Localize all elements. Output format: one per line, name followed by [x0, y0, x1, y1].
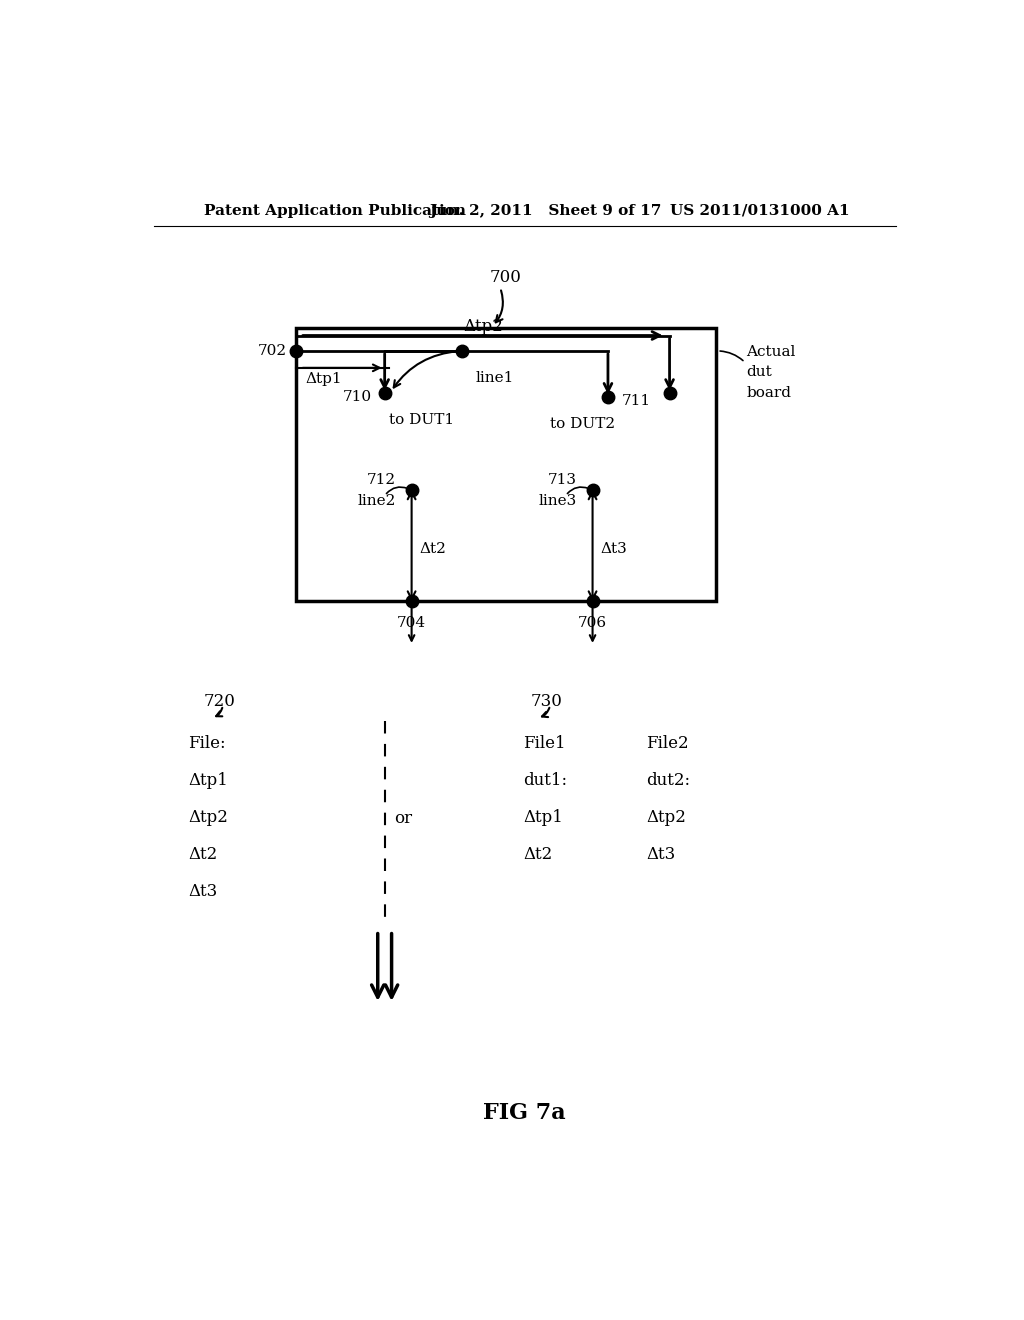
Text: line2: line2: [357, 494, 396, 508]
Text: Δtp2: Δtp2: [463, 318, 503, 335]
Text: line3: line3: [539, 494, 578, 508]
Text: dut1:: dut1:: [523, 772, 567, 789]
Text: File2: File2: [646, 735, 689, 752]
Text: 704: 704: [397, 615, 426, 630]
Text: Patent Application Publication: Patent Application Publication: [204, 203, 466, 218]
Text: Δt3: Δt3: [188, 883, 217, 900]
Text: Δt3: Δt3: [646, 846, 676, 863]
Text: 713: 713: [548, 474, 578, 487]
Text: 700: 700: [489, 269, 521, 286]
Bar: [296, 327, 716, 601]
Text: Actual
dut
board: Actual dut board: [746, 345, 796, 400]
Text: line1: line1: [475, 371, 514, 385]
Text: Δtp1: Δtp1: [523, 809, 563, 826]
Text: Δt3: Δt3: [600, 543, 627, 556]
Text: Δtp1: Δtp1: [305, 372, 342, 385]
Text: 720: 720: [203, 693, 236, 710]
Text: Δt2: Δt2: [523, 846, 553, 863]
Text: Δtp2: Δtp2: [188, 809, 228, 826]
Text: Jun. 2, 2011   Sheet 9 of 17: Jun. 2, 2011 Sheet 9 of 17: [429, 203, 662, 218]
Text: 730: 730: [530, 693, 562, 710]
Text: 706: 706: [578, 615, 607, 630]
Text: Δt2: Δt2: [188, 846, 217, 863]
Text: dut2:: dut2:: [646, 772, 690, 789]
Text: Δt2: Δt2: [419, 543, 446, 556]
Text: 712: 712: [367, 474, 396, 487]
Text: or: or: [394, 810, 412, 828]
Text: US 2011/0131000 A1: US 2011/0131000 A1: [670, 203, 849, 218]
Text: FIG 7a: FIG 7a: [483, 1102, 566, 1125]
Text: to DUT1: to DUT1: [388, 413, 454, 428]
Text: 711: 711: [622, 393, 651, 408]
Text: 702: 702: [258, 345, 287, 358]
Text: File1: File1: [523, 735, 566, 752]
Text: Δtp1: Δtp1: [188, 772, 228, 789]
Text: to DUT2: to DUT2: [550, 417, 615, 432]
Text: 710: 710: [342, 391, 372, 404]
Text: File:: File:: [188, 735, 226, 752]
Text: Δtp2: Δtp2: [646, 809, 686, 826]
